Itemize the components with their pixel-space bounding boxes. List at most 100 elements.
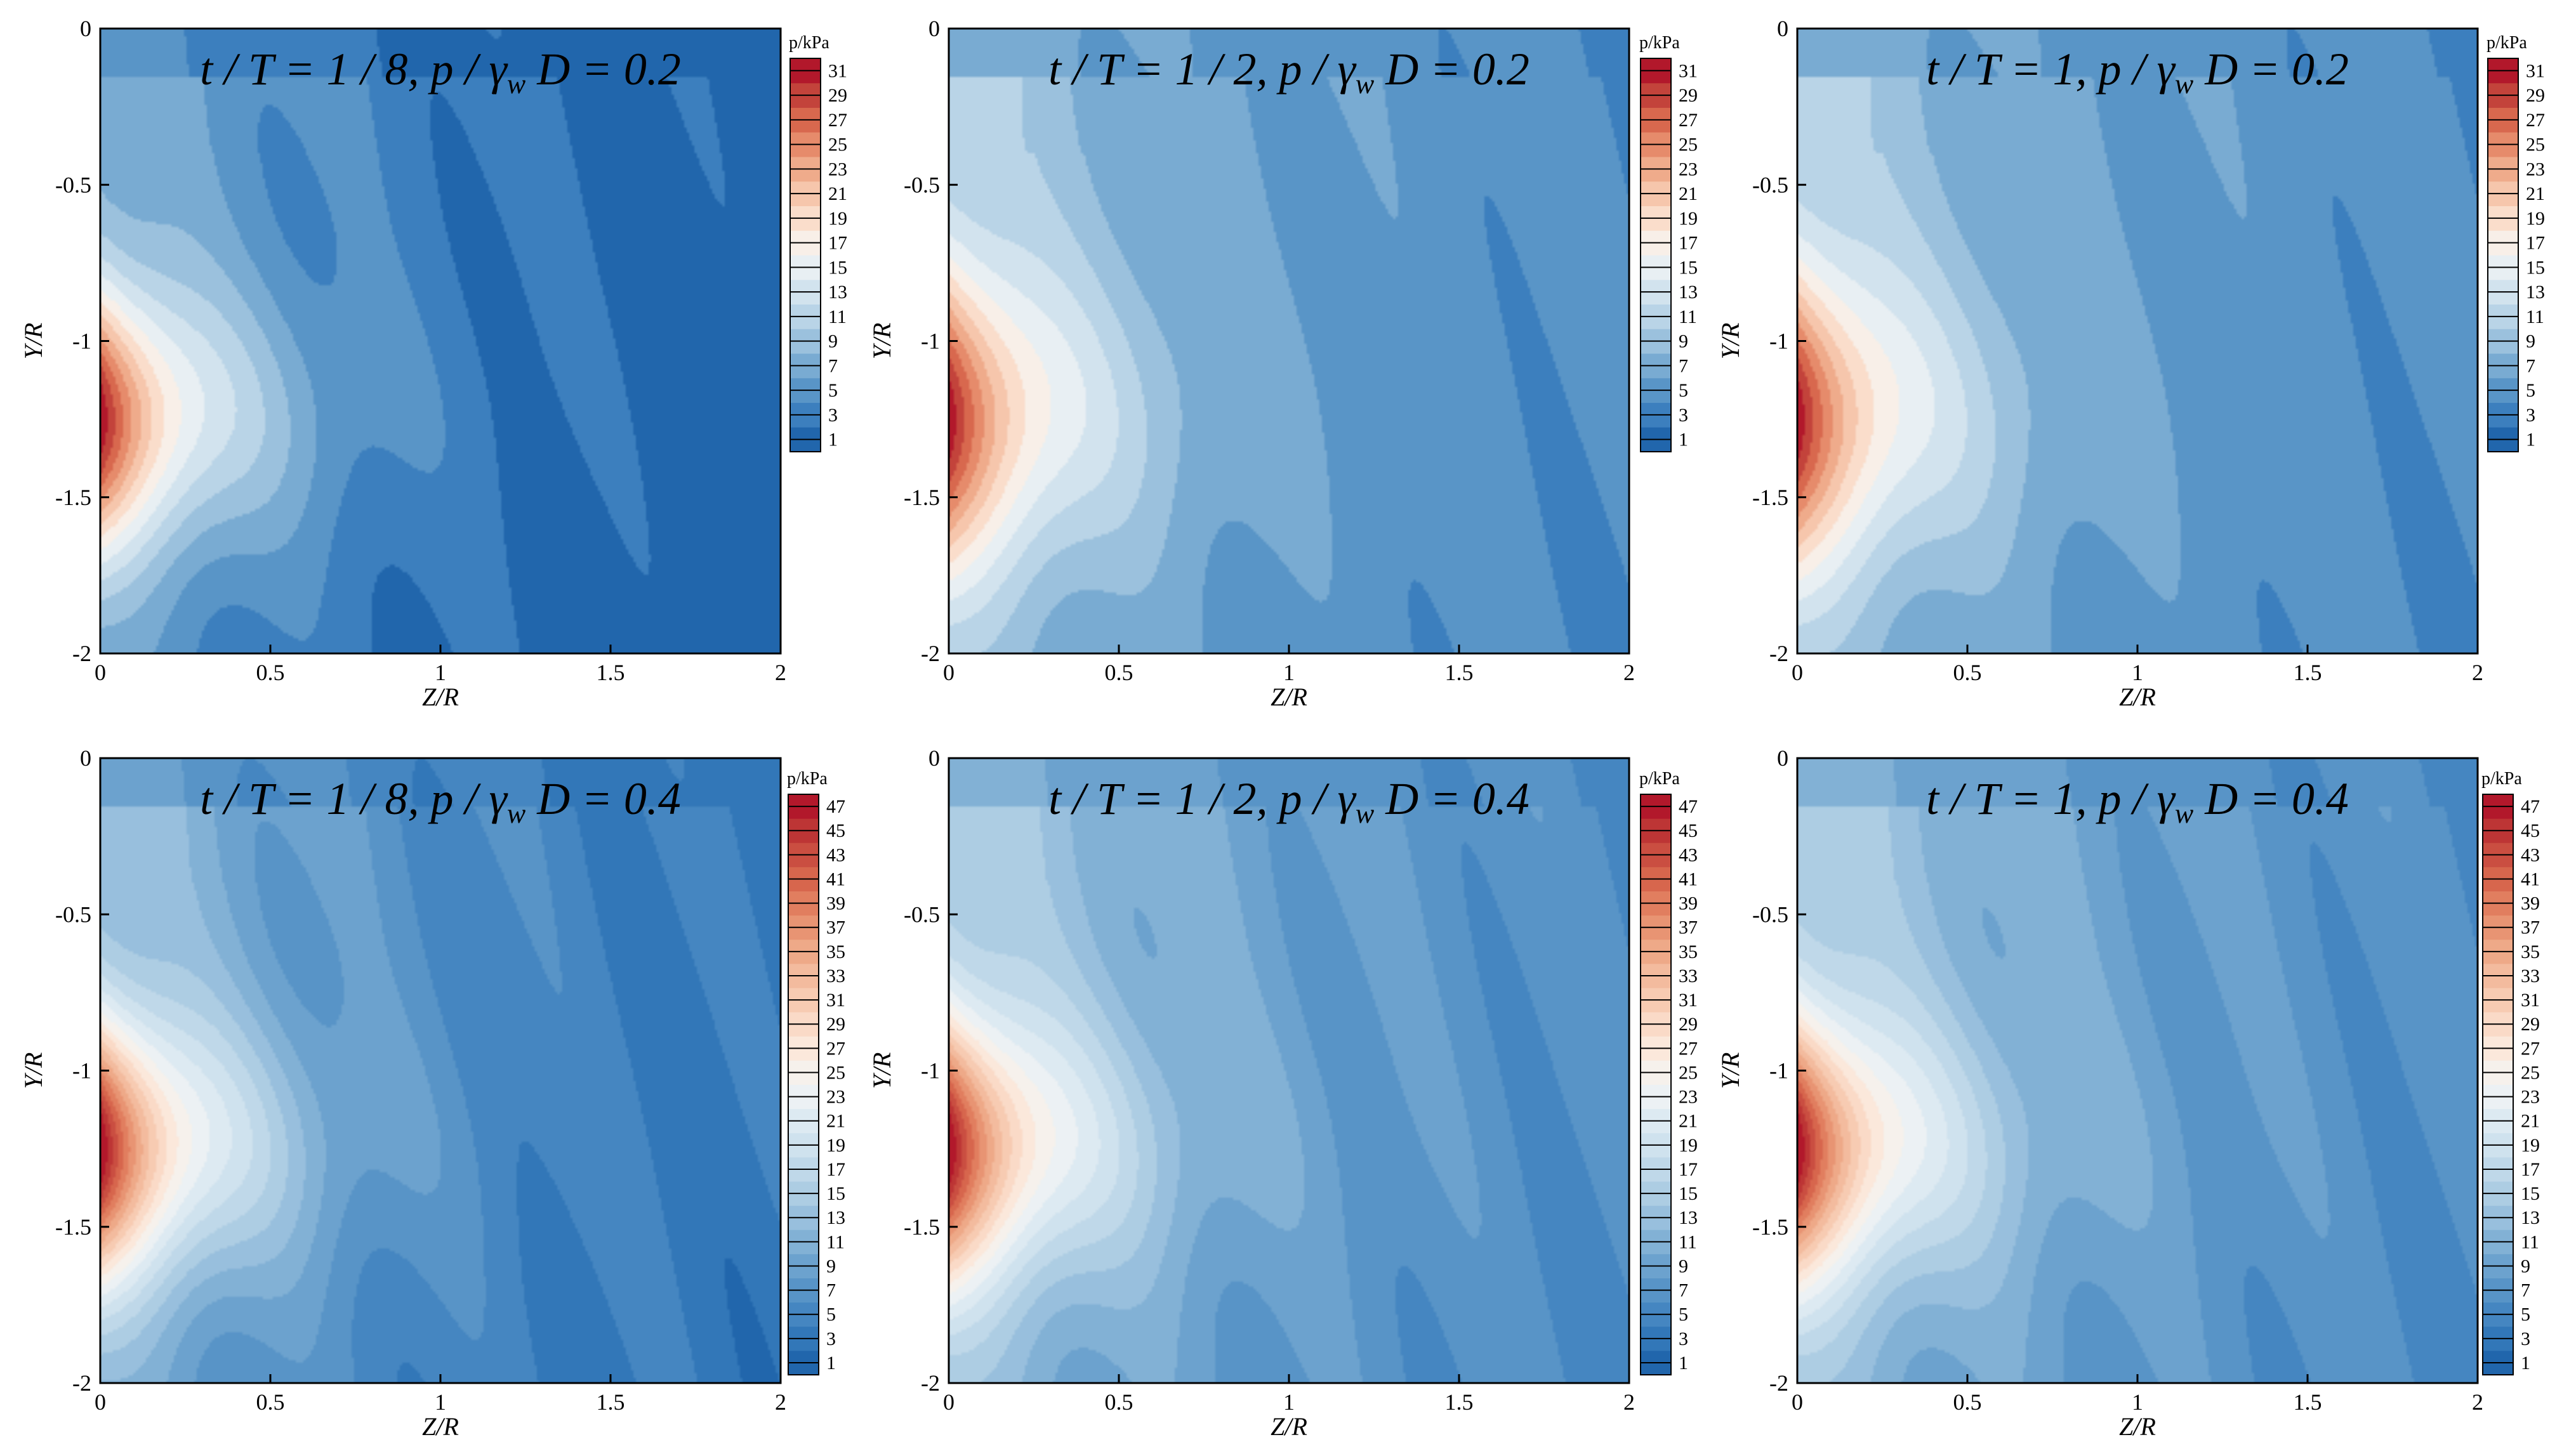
colorbar-label: 13 xyxy=(1679,1207,1698,1228)
colorbar-label: 23 xyxy=(828,159,847,180)
y-tick-label: 0 xyxy=(928,16,940,41)
colorbar-label: 9 xyxy=(2526,331,2535,352)
colorbar-label: 17 xyxy=(826,1159,845,1180)
panel-4: 0 0.5 1 1.5 2 0 -0.5 -1 -1.5 -2 Z/R Y/R t / T = 1 / … xyxy=(19,745,845,1441)
x-tick-label: 0 xyxy=(95,1389,106,1415)
colorbar-label: 41 xyxy=(1679,869,1698,889)
colorbar-label: 27 xyxy=(828,110,847,131)
colorbar-label: 29 xyxy=(2526,85,2545,106)
colorbar-label: 5 xyxy=(826,1304,836,1325)
colorbar-label: 29 xyxy=(1679,1014,1698,1035)
y-tick-label: -1.5 xyxy=(1752,1214,1788,1240)
colorbar-label: 39 xyxy=(2521,893,2540,914)
colorbar-title: p/kPa xyxy=(787,769,828,789)
colorbar-label: 23 xyxy=(1679,1087,1698,1108)
colorbar-label: 15 xyxy=(2526,257,2545,278)
colorbar-title: p/kPa xyxy=(2481,769,2522,789)
colorbar-label: 7 xyxy=(826,1280,836,1301)
y-tick-label: 0 xyxy=(1777,745,1788,771)
colorbar-label: 47 xyxy=(826,796,845,817)
colorbar-label: 21 xyxy=(1679,183,1698,204)
colorbar-frame xyxy=(2487,58,2519,452)
panel-title: t / T = 1, p / γw D = 0.2 xyxy=(1926,44,2349,100)
colorbar-label: 7 xyxy=(828,355,838,376)
colorbar-label: 9 xyxy=(1679,1256,1688,1276)
colorbar-frame xyxy=(788,794,819,1375)
colorbar-label: 25 xyxy=(826,1062,845,1083)
x-tick-label: 1 xyxy=(1283,1389,1295,1415)
y-tick-label: -1 xyxy=(921,1058,940,1084)
x-axis-label: Z/R xyxy=(1271,683,1307,711)
x-tick-label: 0 xyxy=(1792,1389,1803,1415)
colorbar-label: 23 xyxy=(826,1087,845,1108)
panel-6: 0 0.5 1 1.5 2 0 -0.5 -1 -1.5 -2 Z/R Y/R t / T = 1, p… xyxy=(1716,745,2540,1441)
colorbar-label: 13 xyxy=(1679,282,1698,303)
panel-title: t / T = 1 / 2, p / γw D = 0.2 xyxy=(1048,44,1529,100)
y-tick-label: -1 xyxy=(1769,1058,1788,1084)
colorbar-label: 21 xyxy=(2526,183,2545,204)
x-tick-label: 2 xyxy=(2472,660,2483,685)
colorbar-label: 45 xyxy=(1679,820,1698,841)
colorbar-label: 29 xyxy=(2521,1014,2540,1035)
colorbar-label: 13 xyxy=(2526,282,2545,303)
colorbar-label: 27 xyxy=(826,1038,845,1059)
colorbar-label: 9 xyxy=(826,1256,836,1276)
colorbar-label: 5 xyxy=(1679,380,1688,401)
colorbar-label: 5 xyxy=(2526,380,2535,401)
colorbar-label: 27 xyxy=(2526,110,2545,131)
y-axis-label: Y/R xyxy=(1716,1053,1745,1089)
colorbar-label: 11 xyxy=(826,1231,845,1252)
x-tick-label: 0 xyxy=(1792,660,1803,685)
x-tick-label: 0.5 xyxy=(1953,660,1982,685)
colorbar-title: p/kPa xyxy=(1639,769,1680,789)
x-tick-label: 1 xyxy=(435,1389,446,1415)
colorbar: 1357911131517192123252729313335373941434… xyxy=(1639,769,1698,1375)
colorbar-label: 13 xyxy=(828,282,847,303)
x-tick-label: 1.5 xyxy=(597,1389,625,1415)
colorbar-label: 27 xyxy=(2521,1038,2540,1059)
colorbar-label: 15 xyxy=(2521,1183,2540,1204)
colorbar-label: 31 xyxy=(1679,990,1698,1011)
colorbar-label: 3 xyxy=(1679,405,1688,426)
x-tick-label: 0.5 xyxy=(1953,1389,1982,1415)
y-tick-label: -1 xyxy=(921,329,940,354)
pressure-field xyxy=(949,29,1629,653)
pressure-field xyxy=(1797,758,2478,1383)
x-tick-label: 2 xyxy=(1623,660,1635,685)
colorbar-label: 21 xyxy=(1679,1111,1698,1132)
colorbar-label: 29 xyxy=(1679,85,1698,106)
x-tick-label: 1.5 xyxy=(597,660,625,685)
x-tick-label: 1.5 xyxy=(1445,1389,1474,1415)
y-tick-label: -2 xyxy=(72,1370,91,1396)
y-tick-label: -1.5 xyxy=(55,485,91,510)
y-tick-label: -2 xyxy=(1769,641,1788,666)
colorbar-label: 23 xyxy=(2526,159,2545,180)
colorbar-label: 1 xyxy=(2521,1353,2530,1374)
colorbar-frame xyxy=(2482,794,2514,1375)
colorbar-label: 1 xyxy=(1679,430,1688,450)
colorbar-label: 45 xyxy=(2521,820,2540,841)
x-tick-label: 1.5 xyxy=(1445,660,1474,685)
panel-title: t / T = 1 / 8, p / γw D = 0.4 xyxy=(200,773,681,829)
y-axis-label: Y/R xyxy=(19,323,48,360)
colorbar-label: 15 xyxy=(1679,257,1698,278)
colorbar-label: 7 xyxy=(2526,355,2535,376)
colorbar-label: 17 xyxy=(2521,1159,2540,1180)
y-tick-label: -2 xyxy=(72,641,91,666)
colorbar-label: 19 xyxy=(2526,208,2545,229)
x-tick-label: 1 xyxy=(435,660,446,685)
x-tick-label: 2 xyxy=(1623,1389,1635,1415)
x-tick-label: 2 xyxy=(775,660,786,685)
x-tick-label: 0 xyxy=(943,660,954,685)
colorbar-label: 11 xyxy=(1679,306,1697,327)
colorbar-label: 1 xyxy=(826,1353,836,1374)
colorbar-label: 11 xyxy=(1679,1231,1697,1252)
colorbar-label: 21 xyxy=(826,1111,845,1132)
y-tick-label: -1.5 xyxy=(904,485,940,510)
panel-title: t / T = 1 / 2, p / γw D = 0.4 xyxy=(1048,773,1529,829)
colorbar: 1357911131517192123252729313335373941434… xyxy=(787,769,845,1375)
colorbar-label: 37 xyxy=(1679,917,1698,938)
